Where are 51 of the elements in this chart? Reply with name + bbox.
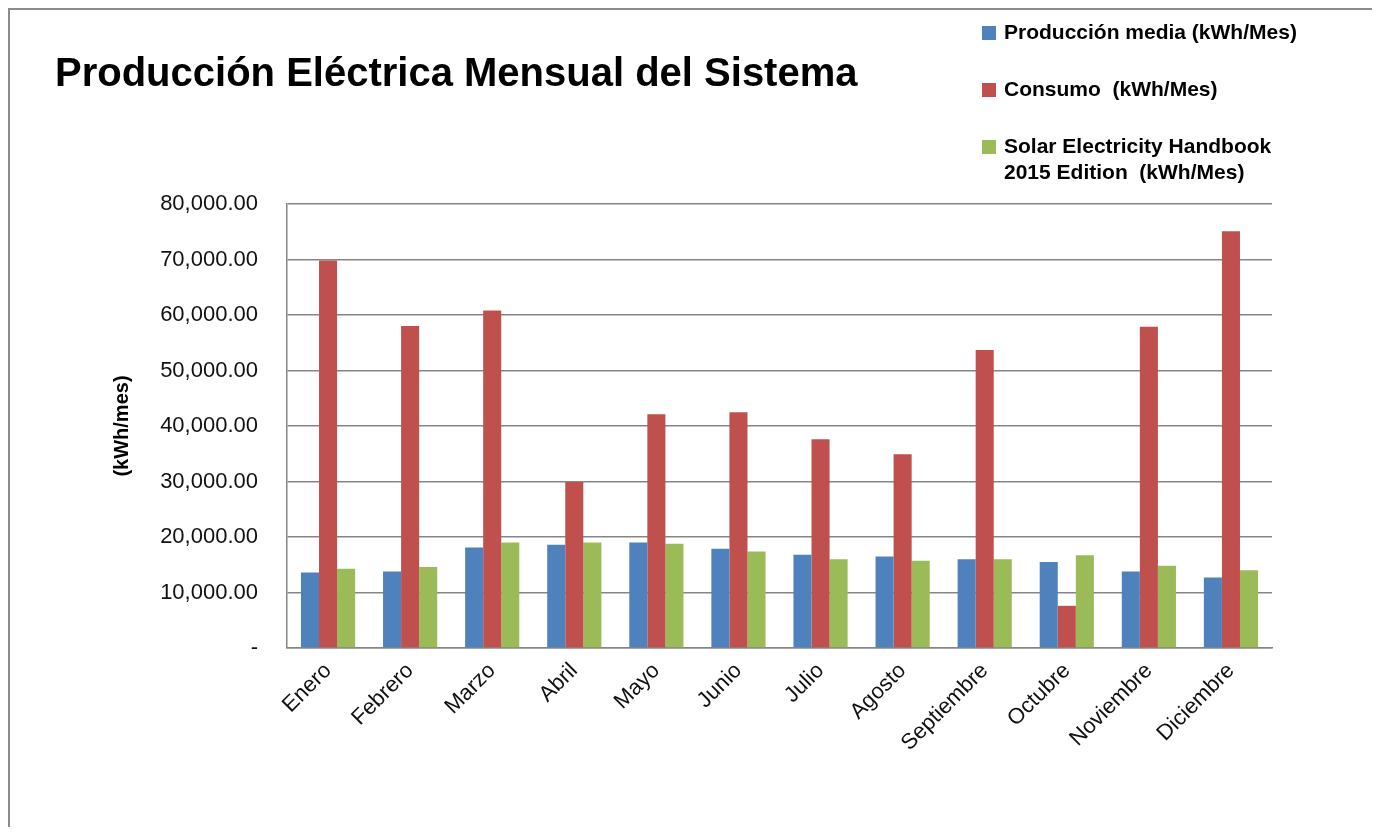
bar xyxy=(483,310,502,648)
y-tick-label: 10,000.00 xyxy=(160,578,258,604)
bar xyxy=(647,414,666,648)
bar xyxy=(975,349,994,648)
y-tick-label: 40,000.00 xyxy=(160,412,258,438)
y-tick-label: 50,000.00 xyxy=(160,356,258,382)
bar xyxy=(811,439,830,648)
bar xyxy=(1057,605,1076,648)
chart-title: Producción Eléctrica Mensual del Sistema xyxy=(55,50,859,94)
y-tick-label: 80,000.00 xyxy=(160,190,258,216)
bar xyxy=(1203,577,1222,648)
bar xyxy=(747,551,766,648)
bar xyxy=(711,548,730,648)
bar xyxy=(1221,231,1240,648)
bar xyxy=(465,547,484,648)
bar xyxy=(1157,565,1176,648)
bar xyxy=(501,542,520,648)
bar xyxy=(911,560,930,648)
y-tick-label: - xyxy=(250,634,258,660)
bar xyxy=(1239,570,1259,648)
bar xyxy=(829,559,848,648)
bar xyxy=(401,326,420,648)
bar xyxy=(893,454,912,648)
bar xyxy=(383,571,402,648)
bar xyxy=(547,544,566,648)
bar xyxy=(793,554,812,648)
bar xyxy=(419,566,438,648)
bar xyxy=(565,482,584,648)
legend-label: Solar Electricity Handbook 2015 Edition (kWh/Mes) xyxy=(1004,133,1272,183)
y-tick-label: 30,000.00 xyxy=(160,467,258,493)
y-axis-title: (kWh/mes) xyxy=(109,375,132,477)
bar xyxy=(1139,326,1158,648)
legend-label: Consumo (kWh/Mes) xyxy=(1004,76,1218,100)
y-tick-label: 60,000.00 xyxy=(160,301,258,327)
bar xyxy=(665,543,684,648)
bar xyxy=(993,559,1012,648)
bar xyxy=(1121,571,1140,648)
legend-label: Producción media (kWh/Mes) xyxy=(1004,19,1297,43)
bar xyxy=(337,568,356,648)
y-tick-label: 70,000.00 xyxy=(160,245,258,271)
bar xyxy=(629,542,648,648)
bar xyxy=(1039,561,1058,648)
bar xyxy=(583,542,602,648)
bar xyxy=(875,556,894,648)
y-tick-label: 20,000.00 xyxy=(160,523,258,549)
bar xyxy=(729,412,748,648)
bar xyxy=(957,559,976,648)
x-tick-label: Julio xyxy=(778,657,829,708)
bar xyxy=(300,572,320,648)
bar xyxy=(319,260,338,648)
bar xyxy=(1075,555,1094,648)
